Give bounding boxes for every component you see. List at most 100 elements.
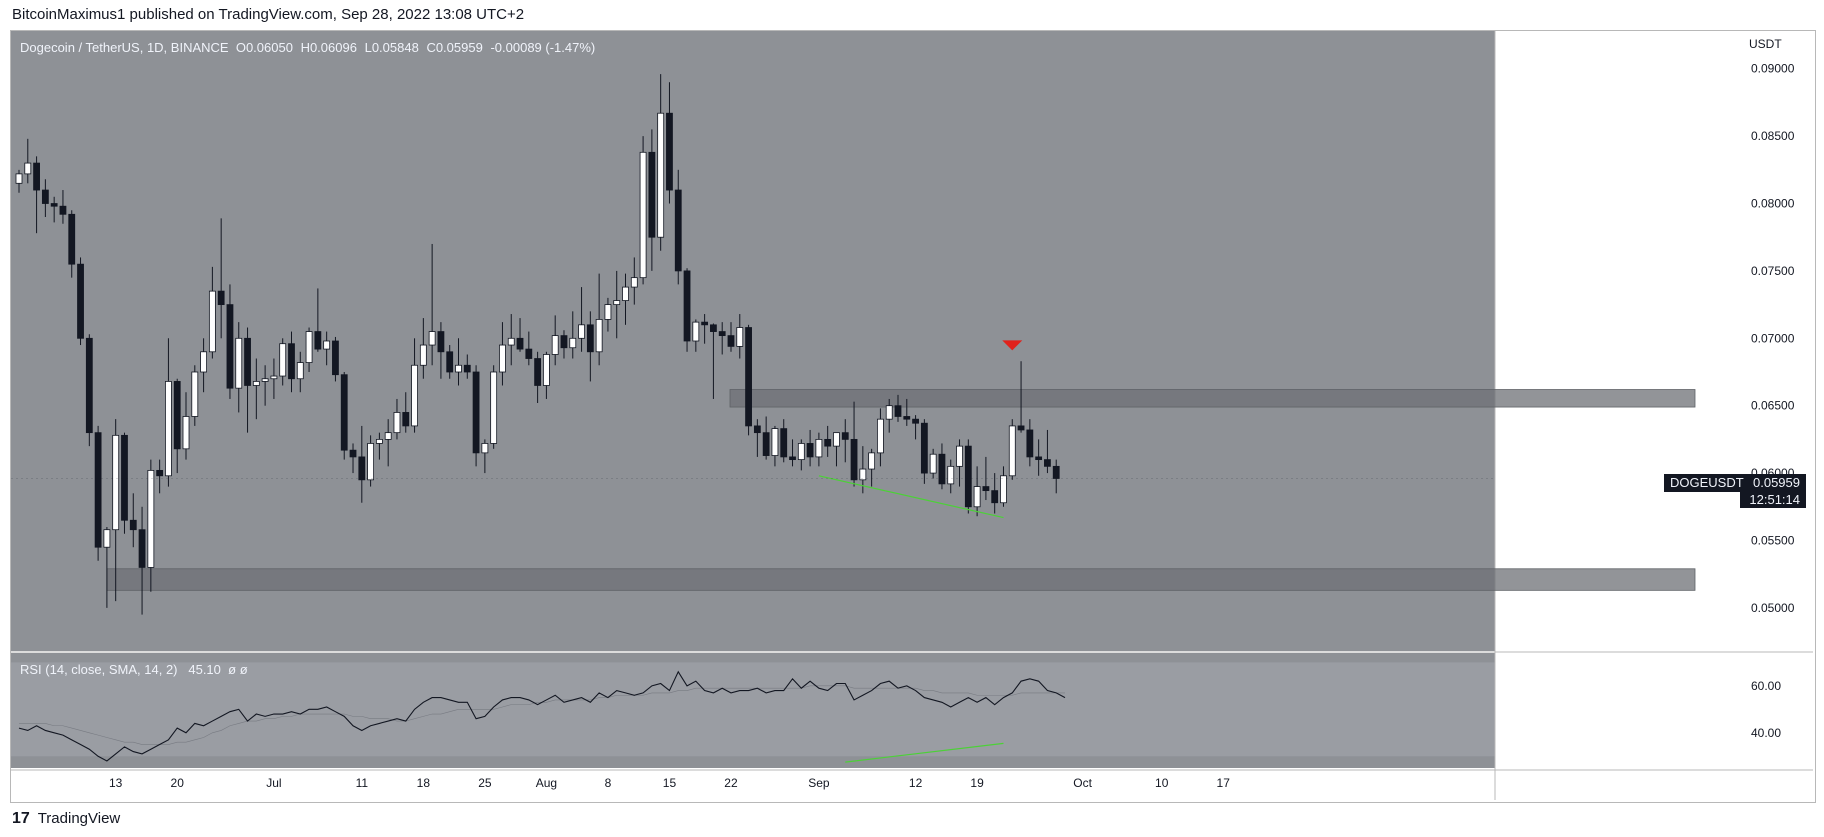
candle xyxy=(481,439,489,474)
candle xyxy=(305,327,313,372)
candle xyxy=(885,398,893,433)
candle xyxy=(455,338,462,386)
candle-body xyxy=(753,425,761,434)
candle-body xyxy=(630,277,638,288)
close-value: 0.05959 xyxy=(435,40,483,55)
candle-body xyxy=(613,300,621,306)
candle-body xyxy=(103,529,111,548)
candle xyxy=(718,322,726,355)
candle-body xyxy=(534,358,542,386)
high-value: 0.06096 xyxy=(309,40,357,55)
rsi-legend: RSI (14, close, SMA, 14, 2) 45.10 ø ø xyxy=(20,662,248,677)
candle xyxy=(252,358,260,420)
candle-body xyxy=(340,374,348,451)
candle-body xyxy=(121,434,128,521)
rsi-line xyxy=(18,670,1066,762)
price-tag-symbol: DOGEUSDT xyxy=(1670,475,1744,490)
candle-body xyxy=(68,213,76,265)
candle-body xyxy=(718,331,726,337)
candle-body xyxy=(59,205,67,215)
y-tick-label: 0.07500 xyxy=(1751,264,1795,278)
price-tag-countdown-box: 12:51:14 xyxy=(1740,492,1806,508)
candle xyxy=(24,138,32,184)
candle xyxy=(1017,361,1025,433)
candle-body xyxy=(797,443,805,461)
symbol-name: Dogecoin / TetherUS, 1D, BINANCE xyxy=(20,40,229,55)
candle-body xyxy=(77,263,84,339)
low-value: 0.05848 xyxy=(371,40,419,55)
candle-body xyxy=(666,112,673,191)
candle xyxy=(982,456,990,501)
x-tick-label: 18 xyxy=(417,776,431,790)
candle-body xyxy=(182,416,190,450)
candle xyxy=(753,419,761,457)
symbol-legend: Dogecoin / TetherUS, 1D, BINANCE O0.0605… xyxy=(20,40,599,55)
candle-body xyxy=(1017,425,1025,431)
candle xyxy=(217,218,225,339)
candle-body xyxy=(745,327,752,427)
candle xyxy=(182,392,190,460)
candle-body xyxy=(525,348,533,359)
candle-body xyxy=(455,364,462,373)
candle-body xyxy=(727,335,735,347)
candle xyxy=(586,311,594,382)
x-tick-label: 13 xyxy=(109,776,123,790)
candle-body xyxy=(24,162,32,175)
candle-body xyxy=(507,337,515,346)
candle xyxy=(912,415,919,440)
candle xyxy=(77,257,84,346)
rsi-tick-label: 40.00 xyxy=(1751,726,1781,740)
tradingview-logo-icon: 17 xyxy=(12,810,30,827)
price-trendline xyxy=(818,475,1004,519)
tradingview-footer[interactable]: 17 TradingView xyxy=(12,810,120,828)
y-tick-label: 0.05500 xyxy=(1751,533,1795,547)
candle-body xyxy=(1000,475,1007,504)
candle-body xyxy=(419,344,427,366)
candle xyxy=(877,408,884,467)
candle xyxy=(841,419,849,463)
candle xyxy=(815,432,823,467)
candle xyxy=(129,493,137,548)
candle-body xyxy=(200,351,207,373)
candle-body xyxy=(191,371,199,417)
candle xyxy=(499,322,506,386)
candle-body xyxy=(288,343,295,380)
candle-body xyxy=(367,443,375,481)
candle-body xyxy=(323,340,331,350)
candle xyxy=(710,323,717,399)
x-tick-label: 22 xyxy=(724,776,738,790)
candle xyxy=(762,416,770,460)
open-value: 0.06050 xyxy=(245,40,293,55)
candle xyxy=(59,190,67,224)
candle xyxy=(393,398,401,440)
candle-body xyxy=(657,112,665,238)
candle xyxy=(367,435,375,487)
y-tick-label: 0.07000 xyxy=(1751,331,1795,345)
candle xyxy=(472,365,480,467)
candle xyxy=(938,443,946,490)
x-tick-label: Sep xyxy=(808,776,830,790)
candle xyxy=(701,314,709,344)
candle-body xyxy=(710,324,717,332)
candle-body xyxy=(947,465,955,485)
candle-body xyxy=(824,438,832,447)
candle xyxy=(516,318,524,352)
candle xyxy=(850,401,858,487)
candle xyxy=(578,287,585,352)
candle-body xyxy=(674,189,682,272)
candle xyxy=(358,425,366,503)
candle xyxy=(1026,419,1034,467)
candle-body xyxy=(349,449,357,458)
candle xyxy=(323,331,331,366)
candle xyxy=(446,345,454,379)
candle xyxy=(560,330,568,359)
chart-frame xyxy=(10,30,1816,803)
candle-body xyxy=(147,469,155,568)
candle-body xyxy=(595,319,603,353)
candle xyxy=(771,425,779,467)
rsi-value: 45.10 xyxy=(188,662,221,677)
candle-body xyxy=(622,286,629,301)
candle xyxy=(41,179,49,217)
open-label: O xyxy=(235,40,246,55)
